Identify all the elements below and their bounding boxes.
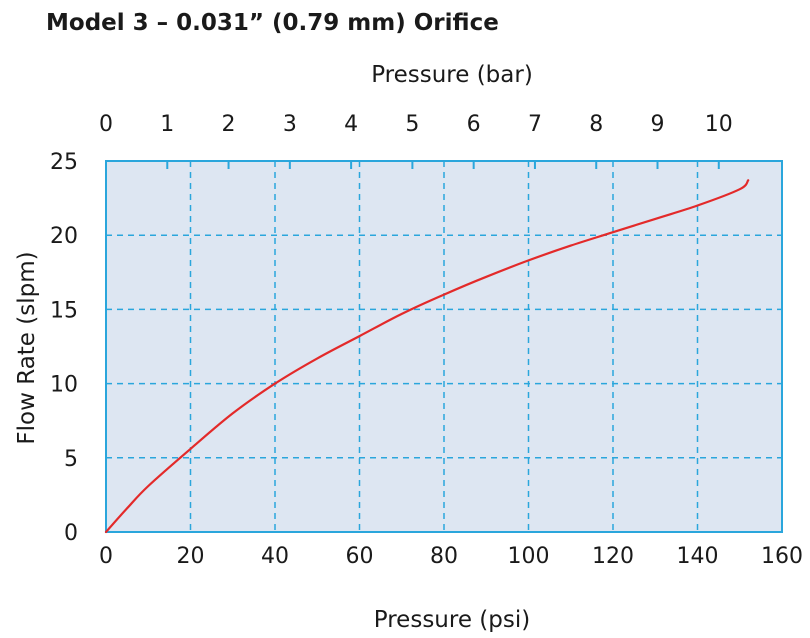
x2-tick-label: 7 [528,112,542,137]
x2-tick-label: 2 [222,112,236,137]
x2-tick-label: 5 [405,112,419,137]
x-axis-title: Pressure (psi) [374,607,530,633]
x2-tick-label: 9 [651,112,665,137]
x-tick-label: 40 [261,544,289,569]
x2-tick-label: 3 [283,112,297,137]
y-tick-label: 0 [64,521,78,546]
x2-tick-label: 6 [467,112,481,137]
y-tick-label: 25 [50,150,78,175]
x-tick-label: 0 [99,544,113,569]
x2-axis-title: Pressure (bar) [371,62,533,88]
x-tick-label: 60 [346,544,374,569]
top-axis-ticks [166,161,720,169]
x-tick-label: 140 [677,544,719,569]
y-tick-label: 20 [50,224,78,249]
y-tick-label: 15 [50,298,78,323]
x2-tick-label: 0 [99,112,113,137]
x2-tick-label: 10 [705,112,733,137]
y-tick-label: 10 [50,373,78,398]
x-tick-label: 80 [430,544,458,569]
plot-frame [105,160,783,533]
x2-tick-label: 8 [589,112,603,137]
y-axis-title: Flow Rate (slpm) [14,251,40,444]
x-tick-label: 20 [177,544,205,569]
chart-title: Model 3 – 0.031” (0.79 mm) Orifice [46,10,499,36]
grid-lines [106,161,782,532]
x2-tick-labels: 0 1 2 3 4 5 6 7 8 9 10 [99,112,733,137]
x-tick-label: 120 [592,544,634,569]
x-tick-labels: 0 20 40 60 80 100 120 140 160 [99,544,803,569]
x-tick-label: 100 [508,544,550,569]
x2-tick-label: 1 [160,112,174,137]
y-tick-label: 5 [64,447,78,472]
x2-tick-label: 4 [344,112,358,137]
series-layer [104,179,750,534]
y-tick-labels: 0 5 10 15 20 25 [50,150,78,546]
x-tick-label: 160 [761,544,803,569]
flow-rate-line [104,179,750,534]
